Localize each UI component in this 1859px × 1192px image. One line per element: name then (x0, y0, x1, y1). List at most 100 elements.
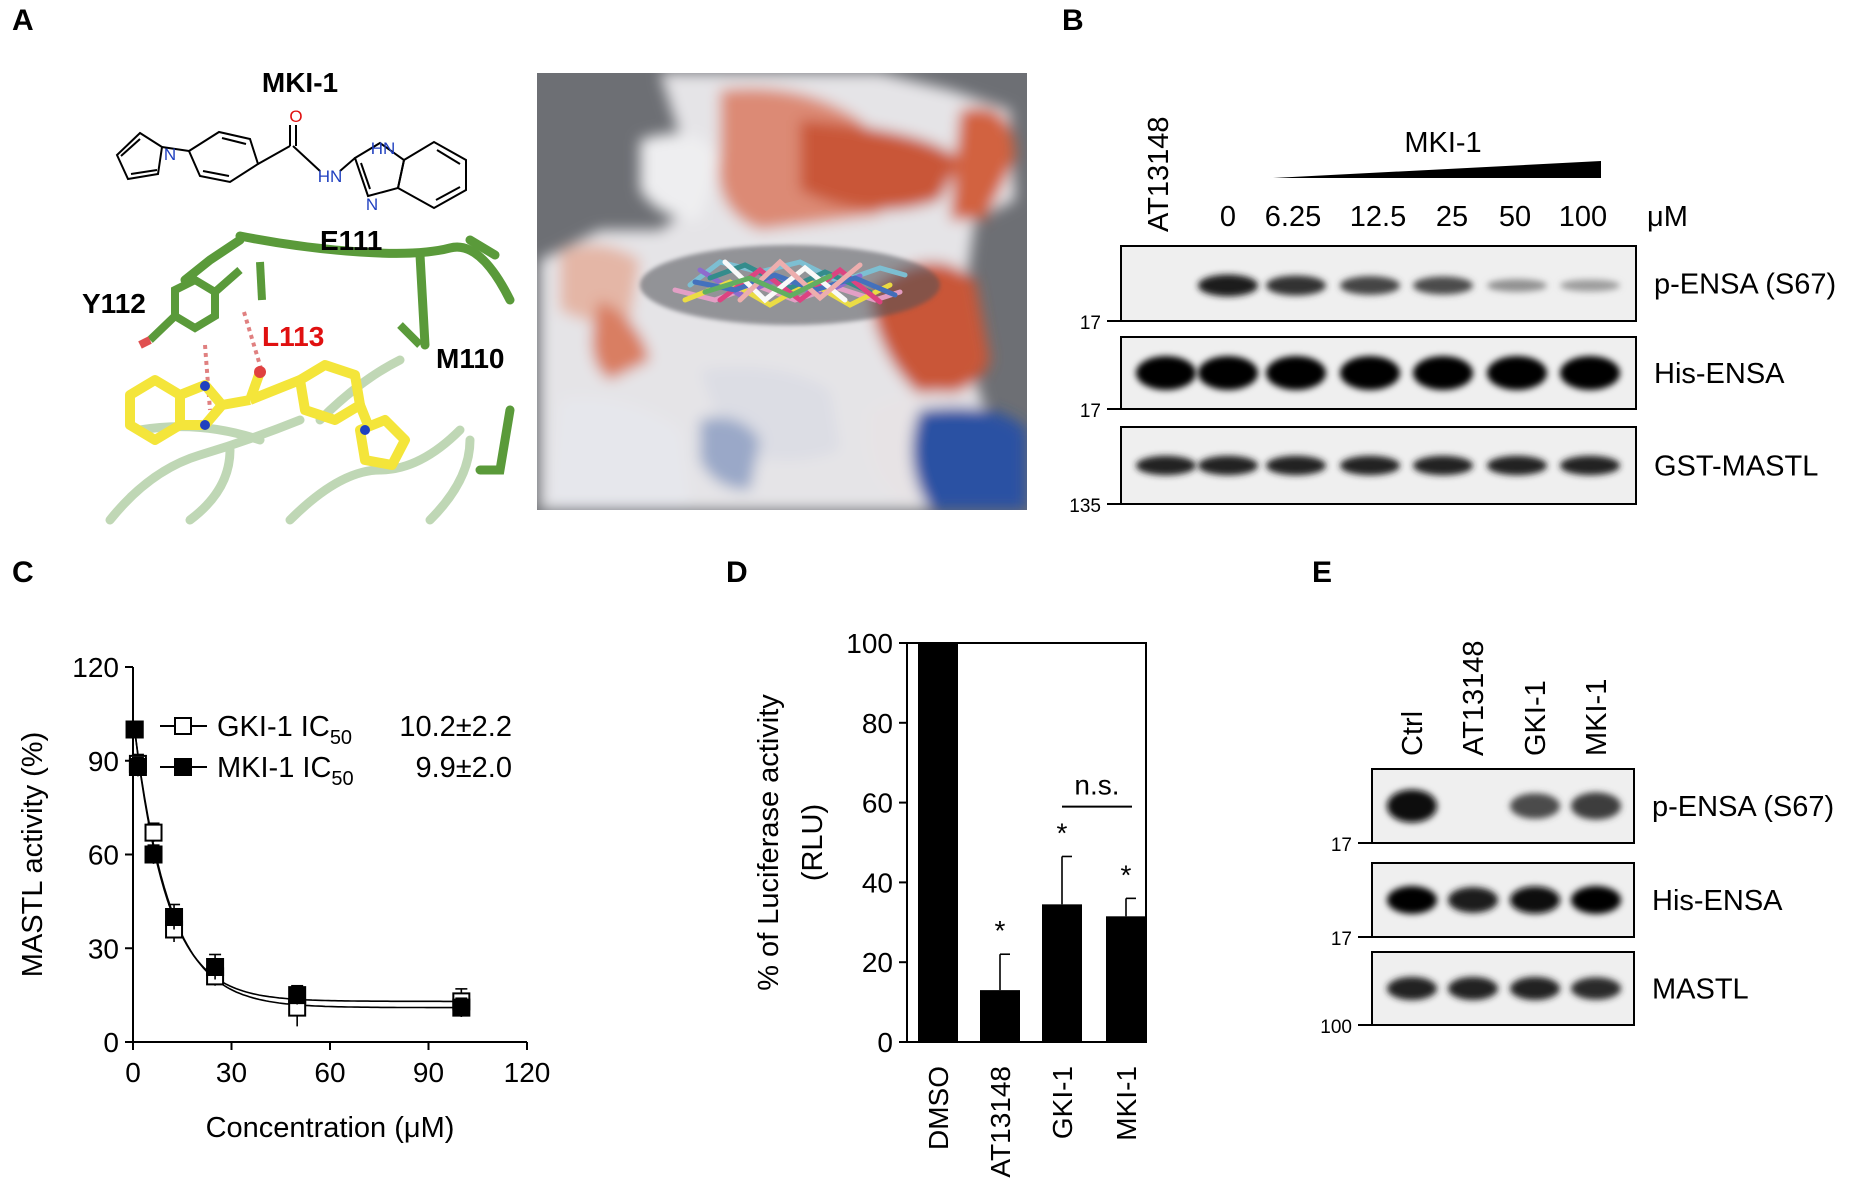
data-point (144, 844, 163, 864)
data-point (452, 997, 471, 1017)
category-label: AT13148 (985, 1066, 1016, 1178)
category-label: GKI-1 (1047, 1066, 1078, 1139)
data-point (128, 756, 147, 777)
blot-band (1340, 356, 1400, 390)
lane-label: AT13148 (1143, 116, 1175, 232)
lane-label: MKI-1 (1581, 679, 1613, 756)
ic50-value: 10.2±2.2 (399, 711, 512, 743)
y-tick-label: 60 (88, 840, 119, 871)
panel-c-label: C (12, 556, 34, 589)
blot-label: p-ENSA (S67) (1654, 269, 1836, 301)
panel-e: E Ctrl AT13148 GKI-1 MKI-1 p-ENSA (S67) 1… (1312, 556, 1834, 1038)
x-tick-label: 0 (125, 1057, 141, 1088)
gradient-label: MKI-1 (1404, 127, 1481, 159)
marker (206, 958, 225, 976)
concentration-label: 6.25 (1265, 201, 1321, 233)
concentration-label: 25 (1436, 201, 1468, 233)
blot-label: His-ENSA (1652, 885, 1783, 917)
blot-label: p-ENSA (S67) (1652, 791, 1834, 823)
series-name: MKI-1 IC (217, 752, 331, 784)
ic50-subscript: 50 (330, 727, 352, 749)
bar-group: * GKI-1 (1042, 817, 1082, 1139)
blots-e: p-ENSA (S67) 17 His-ENSA 17 MASTL 100 (1320, 768, 1834, 1038)
marker (165, 908, 184, 926)
chart-d: 0 20 40 60 80 100 % of Luciferase activity (RLU… (753, 628, 1147, 1178)
blot-gst-mastl: GST-MASTL 135 (1069, 426, 1818, 517)
compound-name: MKI-1 (262, 67, 338, 98)
concentration-unit: μM (1647, 201, 1688, 233)
blot-band (1136, 356, 1196, 390)
pyrrole-ring (115, 131, 164, 181)
concentration-label: 0 (1220, 201, 1236, 233)
blot-band (1448, 887, 1498, 913)
bar-group: DMSO (918, 643, 958, 1150)
blots-b: p-ENSA (S67) 17 His-ENSA 17 GST-MASTL 135 (1069, 245, 1836, 517)
y-axis-label-unit: (RLU) (797, 804, 829, 881)
blot-band (1571, 977, 1621, 1000)
data-point (165, 903, 184, 930)
category-label: MKI-1 (1111, 1066, 1142, 1141)
y-tick-label: 80 (862, 708, 893, 739)
y-tick-label: 40 (862, 867, 893, 898)
blot-band (1198, 455, 1258, 476)
marker-label: 17 (1080, 401, 1101, 422)
panel-e-label: E (1312, 556, 1332, 589)
residue-labels: E111 Y112 L113 M110 (82, 225, 505, 374)
data-point (206, 953, 225, 980)
legend-label: GKI-1 IC50 (217, 711, 352, 749)
lane-label: GKI-1 (1520, 680, 1552, 756)
y-tick-label: 90 (88, 746, 119, 777)
blot-band (1487, 279, 1547, 292)
y-tick-label: 60 (862, 788, 893, 819)
blot-band (1571, 792, 1621, 820)
atom-label: HN (318, 167, 343, 186)
legend-marker (174, 717, 192, 735)
chart-c: 0 30 60 90 120 0 30 60 90 120 Concentration (μM) MA… (17, 652, 550, 1144)
category-label: DMSO (923, 1066, 954, 1150)
marker (144, 845, 163, 864)
blot-band (1413, 276, 1473, 295)
data-point (144, 822, 163, 842)
benzo-ring (396, 140, 467, 210)
blot-band (1560, 356, 1620, 390)
blot-band (1487, 356, 1547, 390)
significance-star: * (1121, 859, 1132, 890)
bar (980, 990, 1020, 1042)
blot-band (1510, 976, 1560, 1001)
legend-label: MKI-1 IC50 (217, 752, 354, 790)
marker-label: 17 (1331, 929, 1352, 950)
significance-star: * (1057, 817, 1068, 848)
bar (1042, 904, 1082, 1042)
x-tick-label: 90 (413, 1057, 444, 1088)
y-tick-label: 20 (862, 947, 893, 978)
blot-label: MASTL (1652, 974, 1749, 1006)
concentration-labels: 0 6.25 12.5 25 50 100 (1220, 201, 1607, 233)
residue-e111: E111 (320, 225, 382, 256)
blot-band (1266, 455, 1326, 476)
significance-star: * (995, 915, 1006, 946)
blot-band (1413, 455, 1473, 476)
panel-c: C 0 30 60 90 120 0 30 60 90 120 Concentration (μM)… (12, 556, 550, 1144)
panel-b: B AT13148 MKI-1 0 6.25 12.5 25 50 100 μM… (1062, 4, 1836, 517)
bar (1106, 916, 1146, 1042)
concentration-label: 100 (1559, 201, 1607, 233)
blot-band (1560, 279, 1620, 292)
y-axis-label: MASTL activity (%) (17, 732, 49, 977)
marker-label: 17 (1331, 835, 1352, 856)
y-tick-label: 120 (72, 652, 119, 683)
lane-label: Ctrl (1397, 711, 1429, 756)
data-point (288, 984, 307, 1005)
marker-label: 100 (1320, 1017, 1352, 1038)
marker (452, 998, 471, 1017)
concentration-label: 50 (1499, 201, 1531, 233)
atom-label: N (366, 195, 378, 214)
residue-l113: L113 (262, 321, 324, 352)
surface-render (537, 73, 1027, 510)
marker-label: 135 (1069, 496, 1101, 517)
x-axis-label: Concentration (μM) (206, 1112, 455, 1144)
marker (144, 823, 163, 842)
blot-band (1198, 356, 1258, 390)
legend-entry: MKI-1 IC50 9.9±2.0 (160, 752, 512, 790)
blot-band (1387, 789, 1437, 823)
residue-m110: M110 (436, 343, 505, 374)
